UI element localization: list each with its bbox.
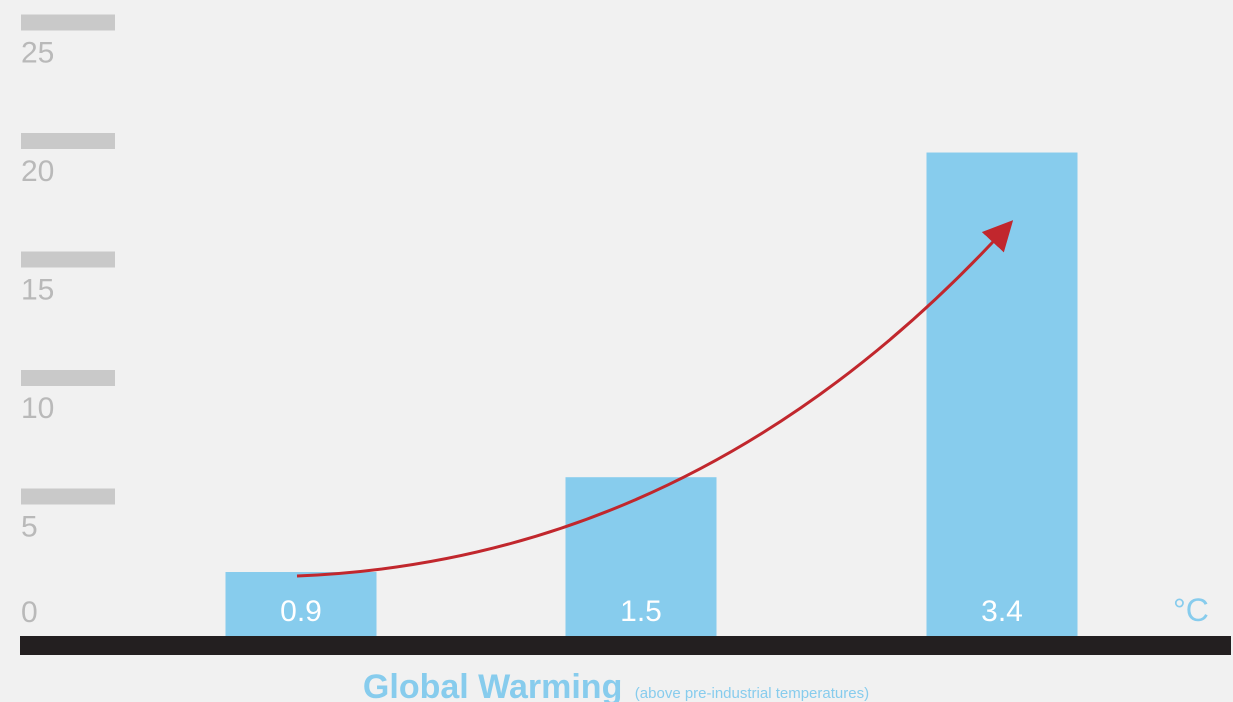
y-axis-ticks: 0 5 10 15 20 25 [21,14,115,629]
y-tick-marker [21,251,115,268]
bar-category-label: 1.5 [620,595,662,628]
bar [225,572,377,636]
y-tick-marker [21,14,115,31]
y-tick-label: 5 [21,511,38,544]
y-tick-marker [21,370,115,386]
x-axis-title-main: Global Warming [363,668,622,702]
y-tick-label: 20 [21,155,54,188]
trend-arrow [296,220,1014,578]
bar-category-label: 3.4 [981,595,1023,628]
bar-category-label: 0.9 [280,595,322,628]
y-tick-label: 15 [21,274,54,307]
y-tick-marker [21,488,115,505]
y-tick-label: 25 [21,37,54,70]
bar [926,152,1078,636]
x-axis-title-note: (above pre-industrial temperatures) [635,685,869,702]
y-tick-label: 0 [21,596,38,629]
bars: 0.9 1.5 3.4 [225,152,1078,636]
y-tick-marker [21,133,115,149]
unit-label: °C [1173,592,1209,628]
bar [565,477,717,636]
x-axis-baseline [20,636,1231,655]
x-axis-title: Global Warming (above pre-industrial tem… [363,668,869,702]
y-tick-label: 10 [21,392,54,425]
